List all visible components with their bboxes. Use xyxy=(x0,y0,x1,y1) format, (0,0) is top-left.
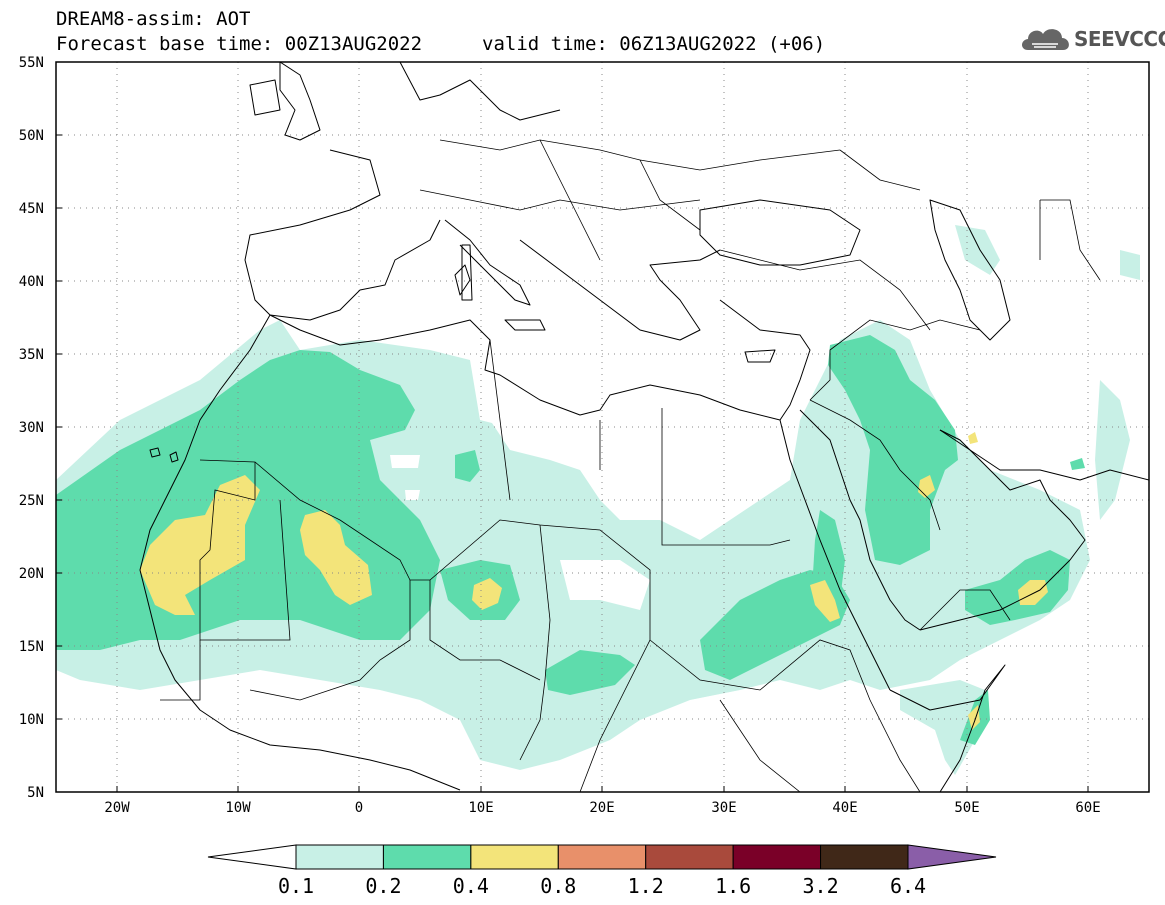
colorbar-swatch xyxy=(470,844,559,870)
latitude-labels: 55N 50N 45N 40N 35N 30N 25N 20N 15N 10N … xyxy=(19,55,44,801)
cloud-icon xyxy=(1022,29,1069,50)
country-borders xyxy=(160,139,1101,792)
valid-time: valid time: 06Z13AUG2022 (+06) xyxy=(482,33,826,55)
aot-clear-areas xyxy=(390,380,760,610)
lon-label: 30E xyxy=(711,800,736,816)
colorbar-label: 1.2 xyxy=(628,874,664,898)
colorbar-swatches xyxy=(295,844,909,870)
lat-label: 35N xyxy=(19,347,44,363)
seevccc-logo: SEEVCCC xyxy=(1018,20,1165,56)
lat-label: 10N xyxy=(19,712,44,728)
colorbar-swatch xyxy=(820,844,909,870)
lat-label: 15N xyxy=(19,639,44,655)
lon-label: 10E xyxy=(468,800,493,816)
colorbar-swatch xyxy=(557,844,647,870)
lat-label: 50N xyxy=(19,128,44,144)
colorbar-swatch xyxy=(382,844,472,870)
colorbar-swatch xyxy=(732,844,822,870)
lat-label: 20N xyxy=(19,566,44,582)
lat-label: 25N xyxy=(19,493,44,509)
colorbar-label: 0.1 xyxy=(278,874,314,898)
lon-label: 50E xyxy=(954,800,979,816)
coastlines xyxy=(139,62,1149,792)
colorbar-swatch xyxy=(645,844,734,870)
colorbar-arrow-low xyxy=(207,844,297,870)
aot-level-0-4 xyxy=(140,432,1048,730)
lon-label: 10W xyxy=(225,800,251,816)
lon-label: 20E xyxy=(589,800,614,816)
map-gridlines xyxy=(56,62,1149,792)
axis-ticks xyxy=(56,134,1089,792)
aot-field xyxy=(56,62,1149,792)
lat-label: 40N xyxy=(19,274,44,290)
colorbar-label: 0.8 xyxy=(540,874,576,898)
colorbar-labels: 0.1 0.2 0.4 0.8 1.2 1.6 3.2 6.4 xyxy=(278,874,926,898)
colorbar-swatch xyxy=(295,844,384,870)
lat-label: 30N xyxy=(19,420,44,436)
forecast-base-time: Forecast base time: 00Z13AUG2022 xyxy=(56,33,423,55)
colorbar-label: 0.4 xyxy=(453,874,489,898)
colorbar-arrow-high xyxy=(907,844,997,870)
map-title: DREAM8-assim: AOT xyxy=(56,8,251,30)
lat-label: 5N xyxy=(27,785,44,801)
lon-label: 60E xyxy=(1075,800,1100,816)
colorbar-label: 3.2 xyxy=(803,874,839,898)
colorbar-label: 6.4 xyxy=(890,874,926,898)
lat-label: 45N xyxy=(19,201,44,217)
colorbar: 0.1 0.2 0.4 0.8 1.2 1.6 3.2 6.4 xyxy=(207,844,997,898)
lat-label: 55N xyxy=(19,55,44,71)
lon-label: 20W xyxy=(104,800,130,816)
colorbar-label: 0.2 xyxy=(365,874,401,898)
lon-label: 0 xyxy=(355,800,363,816)
logo-text: SEEVCCC xyxy=(1074,27,1165,51)
longitude-labels: 20W 10W 0 10E 20E 30E 40E 50E 60E xyxy=(104,800,1100,816)
lon-label: 40E xyxy=(832,800,857,816)
colorbar-label: 1.6 xyxy=(715,874,751,898)
